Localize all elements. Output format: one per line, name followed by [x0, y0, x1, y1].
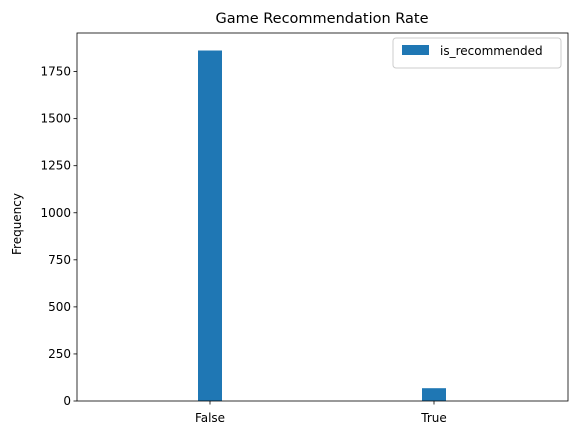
y-tick-label: 1250 — [40, 159, 71, 173]
x-tick-label: True — [420, 411, 447, 425]
legend-box — [392, 37, 562, 69]
legend-swatch — [402, 45, 429, 55]
y-tick-label: 750 — [48, 253, 71, 267]
chart-title: Game Recommendation Rate — [215, 11, 428, 27]
legend-label: is_recommended — [440, 44, 543, 58]
y-tick-label: 1000 — [40, 206, 71, 220]
y-tick-label: 0 — [63, 394, 71, 408]
y-tick-label: 1500 — [40, 112, 71, 126]
x-axis-ticks: False True — [195, 401, 447, 425]
plot-area-frame — [76, 32, 569, 402]
y-axis-ticks: 0 250 500 750 1000 1250 1500 1750 — [40, 65, 77, 408]
bar-true — [422, 388, 446, 401]
y-tick-label: 500 — [48, 300, 71, 314]
x-tick-label: False — [195, 411, 225, 425]
y-axis-label: Frequency — [10, 193, 24, 255]
bars — [198, 50, 446, 401]
bar-false — [198, 50, 222, 401]
legend: is_recommended — [392, 37, 562, 69]
y-tick-label: 1750 — [40, 65, 71, 79]
y-tick-label: 250 — [48, 347, 71, 361]
